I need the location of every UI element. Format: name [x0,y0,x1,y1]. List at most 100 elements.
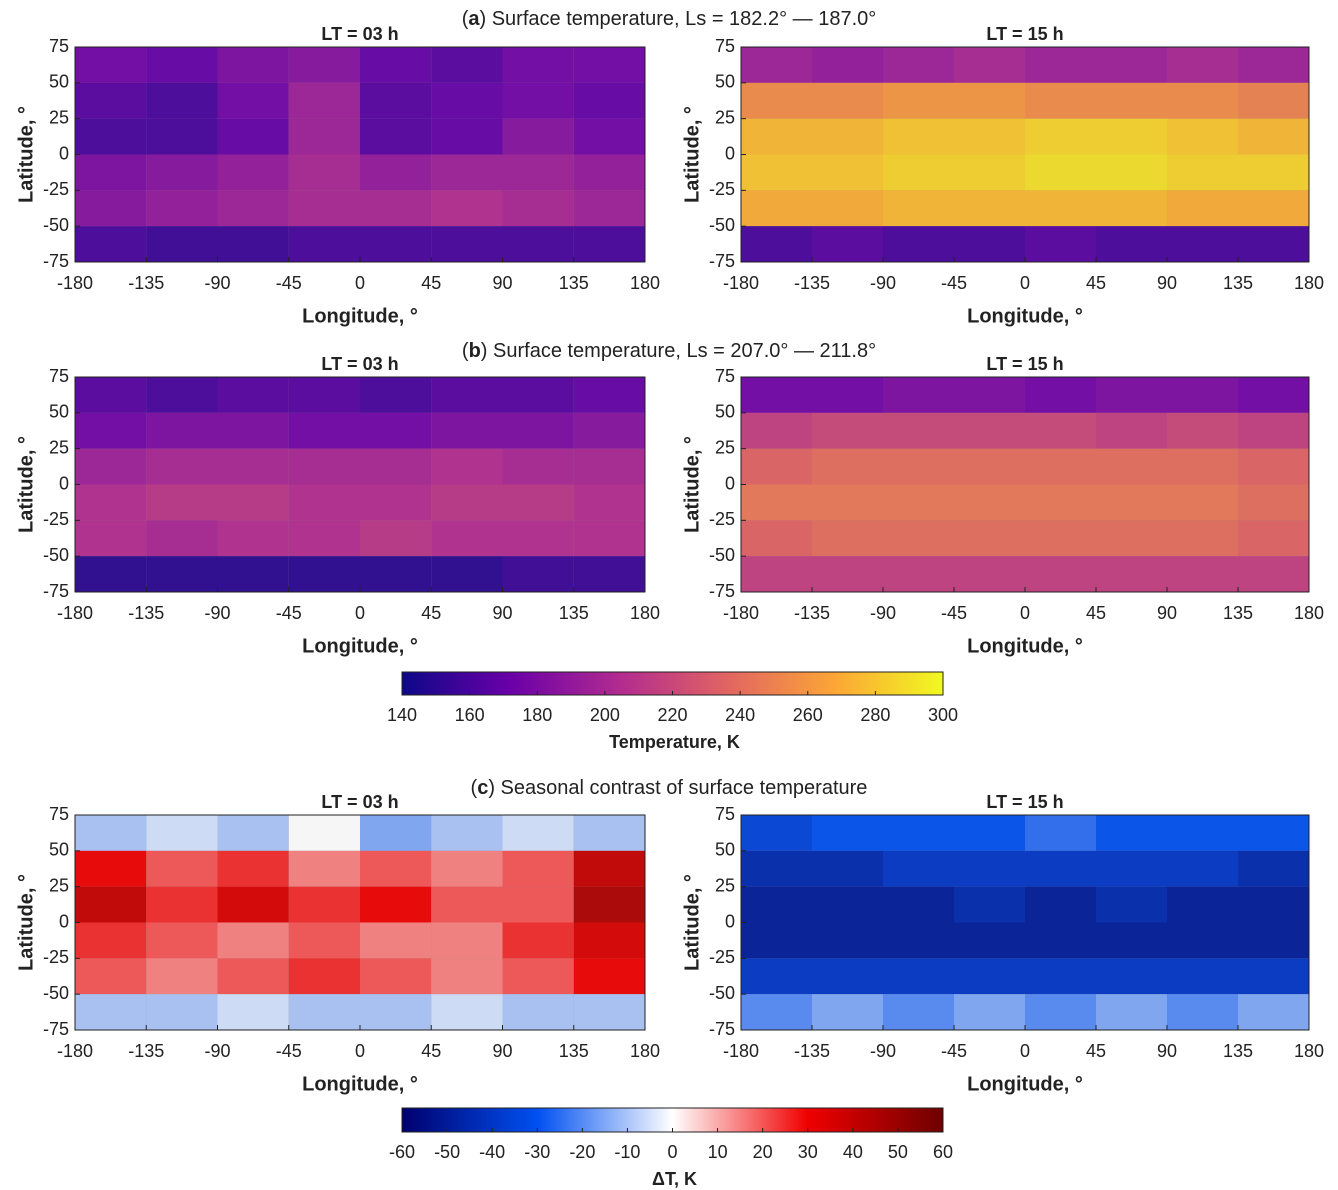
heatmap-cell [75,448,147,485]
heatmap-cell [812,118,883,155]
heatmap-cell [1238,815,1309,851]
x-tick-label: -45 [941,273,967,293]
heatmap-cell [431,154,503,191]
x-tick-label: -90 [204,603,230,623]
y-tick-label: 25 [715,875,735,895]
heatmap-cell [502,190,574,227]
heatmap-cell [146,484,218,521]
title-prefix: ( [471,777,478,799]
heatmap-cell [431,922,503,959]
heatmap-cell [1167,448,1238,485]
heatmap-cell [741,815,812,851]
heatmap-cell [883,377,954,413]
colorbar-tick-label: 180 [522,705,552,725]
heatmap-cell [1096,226,1167,262]
heatmap-cell [360,47,432,83]
heatmap-cell [1167,520,1238,557]
heatmap-cell [954,448,1025,485]
title-letter: c [477,777,488,799]
x-tick-label: 90 [492,273,512,293]
heatmap-cell [360,190,432,227]
heatmap-cell [360,154,432,191]
heatmap-cell [146,118,218,155]
y-tick-label: -25 [43,179,69,199]
y-tick-label: -25 [709,509,735,529]
y-tick-label: 75 [49,366,69,386]
heatmap-cell [288,958,360,995]
y-tick-label: 50 [715,840,735,860]
heatmap-cell [812,377,883,413]
x-tick-label: -90 [870,603,896,623]
heatmap-cell [360,886,432,923]
y-tick-label: 0 [725,143,735,163]
heatmap-cell [883,850,954,887]
colorbar-tick-label: 220 [657,705,687,725]
heatmap-cell [573,82,645,119]
x-tick-label: 135 [1223,273,1253,293]
colorbar-tick-label: -30 [524,1142,550,1162]
heatmap-cell [75,154,147,191]
y-tick-label: -50 [709,215,735,235]
heatmap-cell [954,226,1025,262]
heatmap-cell [812,815,883,851]
heatmap-cell [288,484,360,521]
heatmap-cell [288,154,360,191]
heatmap-cell [75,886,147,923]
x-tick-label: -180 [723,273,759,293]
y-tick-label: -75 [43,251,69,271]
heatmap-cell [431,520,503,557]
title-rest: ) Surface temperature, Ls = 182.2° — 187… [480,8,877,30]
heatmap-cell [741,448,812,485]
heatmap-cell [1025,815,1096,851]
heatmap-cell [502,226,574,262]
y-tick-label: -25 [43,947,69,967]
colorbar-tick-label: 50 [888,1142,908,1162]
y-axis-label: Latitude, ° [681,874,703,971]
heatmap-cell [75,922,147,959]
heatmap-cell [954,958,1025,995]
heatmap-cell [1096,886,1167,923]
heatmap-cell [883,118,954,155]
group-title: (b) Surface temperature, Ls = 207.0° — 2… [462,340,876,362]
heatmap-cell [1167,556,1238,592]
heatmap-cell [954,377,1025,413]
heatmap-cell [1167,118,1238,155]
heatmap-cell [288,922,360,959]
y-axis-label: Latitude, ° [681,436,703,533]
heatmap-cell [812,922,883,959]
x-tick-label: 45 [1086,1041,1106,1061]
heatmap-cell [883,556,954,592]
heatmap-cell [1025,190,1096,227]
title-prefix: ( [462,340,469,362]
x-tick-label: 135 [559,273,589,293]
heatmap-cell [75,556,147,592]
heatmap-cell [1167,412,1238,449]
heatmap-cell [954,556,1025,592]
heatmap-cell [883,958,954,995]
x-tick-label: -90 [204,273,230,293]
heatmap-cell [1096,412,1167,449]
heatmap-cell [1096,922,1167,959]
heatmap-cell [573,994,645,1030]
heatmap-cell [954,484,1025,521]
y-axis-label: Latitude, ° [15,436,37,533]
heatmap-cell [1096,154,1167,191]
heatmap-cell [954,922,1025,959]
heatmap-cell [883,484,954,521]
heatmap-cell [883,154,954,191]
x-axis-label: Longitude, ° [967,305,1083,327]
heatmap-cell [360,377,432,413]
x-tick-label: -45 [276,603,302,623]
heatmap-cell [741,520,812,557]
x-tick-label: 0 [355,273,365,293]
title-letter: a [468,8,480,30]
heatmap-cell [288,226,360,262]
heatmap-cell [741,958,812,995]
heatmap-cell [288,412,360,449]
heatmap-cell [217,226,289,262]
heatmap-cell [75,118,147,155]
heatmap-cell [812,556,883,592]
heatmap-cell [502,412,574,449]
heatmap-cell [1096,556,1167,592]
heatmap-cell [812,412,883,449]
